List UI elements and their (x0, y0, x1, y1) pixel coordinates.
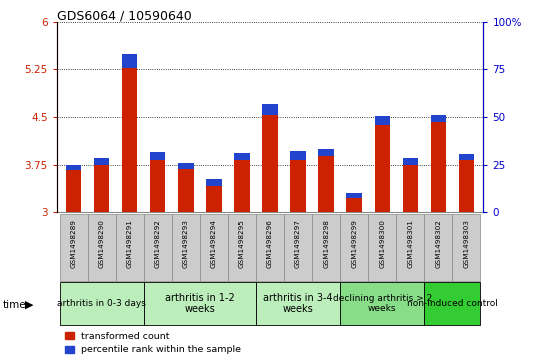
Legend: transformed count, percentile rank within the sample: transformed count, percentile rank withi… (62, 328, 245, 358)
Text: GSM1498299: GSM1498299 (351, 220, 357, 268)
Text: time: time (3, 300, 26, 310)
Text: declining arthritis > 2
weeks: declining arthritis > 2 weeks (333, 294, 432, 313)
Bar (228, 214, 256, 281)
Bar (150, 160, 165, 212)
Bar (200, 214, 228, 281)
Text: GSM1498297: GSM1498297 (295, 220, 301, 268)
Bar (94, 158, 109, 165)
Bar (234, 160, 249, 212)
Bar (319, 156, 334, 212)
Text: GSM1498301: GSM1498301 (407, 220, 413, 268)
Text: GSM1498294: GSM1498294 (211, 220, 217, 268)
Bar (122, 54, 137, 68)
Text: GSM1498290: GSM1498290 (99, 220, 105, 268)
Text: non-induced control: non-induced control (407, 299, 498, 308)
Bar (150, 152, 165, 160)
Bar (291, 151, 306, 160)
Text: GSM1498292: GSM1498292 (155, 220, 161, 268)
Text: GDS6064 / 10590640: GDS6064 / 10590640 (57, 9, 192, 22)
Bar (178, 169, 193, 212)
Bar (59, 214, 87, 281)
Text: arthritis in 3-4
weeks: arthritis in 3-4 weeks (264, 293, 333, 314)
Text: GSM1498293: GSM1498293 (183, 220, 189, 268)
Bar (403, 158, 418, 165)
Bar (396, 214, 424, 281)
Text: ▶: ▶ (25, 300, 33, 310)
Bar (66, 170, 81, 212)
Bar (234, 153, 249, 160)
Bar (66, 165, 81, 170)
Bar (340, 282, 424, 325)
Bar (178, 163, 193, 169)
Bar (94, 165, 109, 212)
Bar (347, 198, 362, 212)
Bar (144, 282, 256, 325)
Bar (375, 125, 390, 212)
Bar (403, 165, 418, 212)
Bar (453, 214, 481, 281)
Bar (459, 154, 474, 160)
Text: GSM1498300: GSM1498300 (379, 220, 385, 268)
Bar (172, 214, 200, 281)
Bar (262, 115, 278, 212)
Bar (262, 104, 278, 115)
Bar (291, 160, 306, 212)
Bar (59, 282, 144, 325)
Text: GSM1498295: GSM1498295 (239, 220, 245, 268)
Bar (431, 122, 446, 212)
Bar (340, 214, 368, 281)
Bar (206, 179, 221, 186)
Text: GSM1498298: GSM1498298 (323, 220, 329, 268)
Text: arthritis in 1-2
weeks: arthritis in 1-2 weeks (165, 293, 235, 314)
Bar (319, 149, 334, 156)
Bar (122, 68, 137, 212)
Text: GSM1498303: GSM1498303 (463, 220, 469, 268)
Text: GSM1498296: GSM1498296 (267, 220, 273, 268)
Bar (347, 193, 362, 199)
Bar (144, 214, 172, 281)
Text: GSM1498291: GSM1498291 (127, 220, 133, 268)
Bar (87, 214, 116, 281)
Bar (312, 214, 340, 281)
Text: arthritis in 0-3 days: arthritis in 0-3 days (57, 299, 146, 308)
Bar (116, 214, 144, 281)
Text: GSM1498302: GSM1498302 (435, 220, 441, 268)
Bar (256, 282, 340, 325)
Text: GSM1498289: GSM1498289 (71, 220, 77, 268)
Bar (424, 214, 453, 281)
Bar (431, 115, 446, 122)
Bar (368, 214, 396, 281)
Bar (206, 186, 221, 212)
Bar (284, 214, 312, 281)
Bar (424, 282, 481, 325)
Bar (256, 214, 284, 281)
Bar (459, 160, 474, 212)
Bar (375, 116, 390, 125)
